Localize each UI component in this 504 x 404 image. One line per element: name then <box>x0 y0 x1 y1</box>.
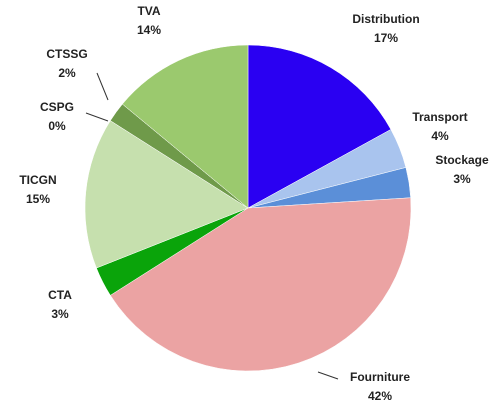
slice-label: Transport <box>412 110 467 124</box>
leader-line <box>96 72 109 101</box>
slice-label: CSPG <box>40 100 74 114</box>
slice-label: TVA <box>137 4 160 18</box>
slice-value-label: 17% <box>374 31 398 45</box>
slice-label: Stockage <box>435 153 489 167</box>
slice-value-label: 15% <box>26 192 50 206</box>
slice-value-label: 4% <box>431 129 449 143</box>
leader-line <box>85 112 109 122</box>
slice-value-label: 3% <box>51 307 69 321</box>
slice-label: TICGN <box>19 173 56 187</box>
pie-slice <box>247 44 392 209</box>
slice-label: Distribution <box>352 12 419 26</box>
slice-value-label: 14% <box>137 23 161 37</box>
slice-label: Fourniture <box>350 370 410 384</box>
slice-value-label: 0% <box>48 119 66 133</box>
slice-value-label: 2% <box>58 66 76 80</box>
slice-value-label: 3% <box>453 172 471 186</box>
pie-slice <box>122 44 249 209</box>
leader-line <box>317 371 339 380</box>
pie-slice <box>84 120 249 269</box>
slice-label: CTSSG <box>46 47 87 61</box>
slice-label: CTA <box>48 288 72 302</box>
pie-slice <box>110 197 412 372</box>
slice-value-label: 42% <box>368 389 392 403</box>
